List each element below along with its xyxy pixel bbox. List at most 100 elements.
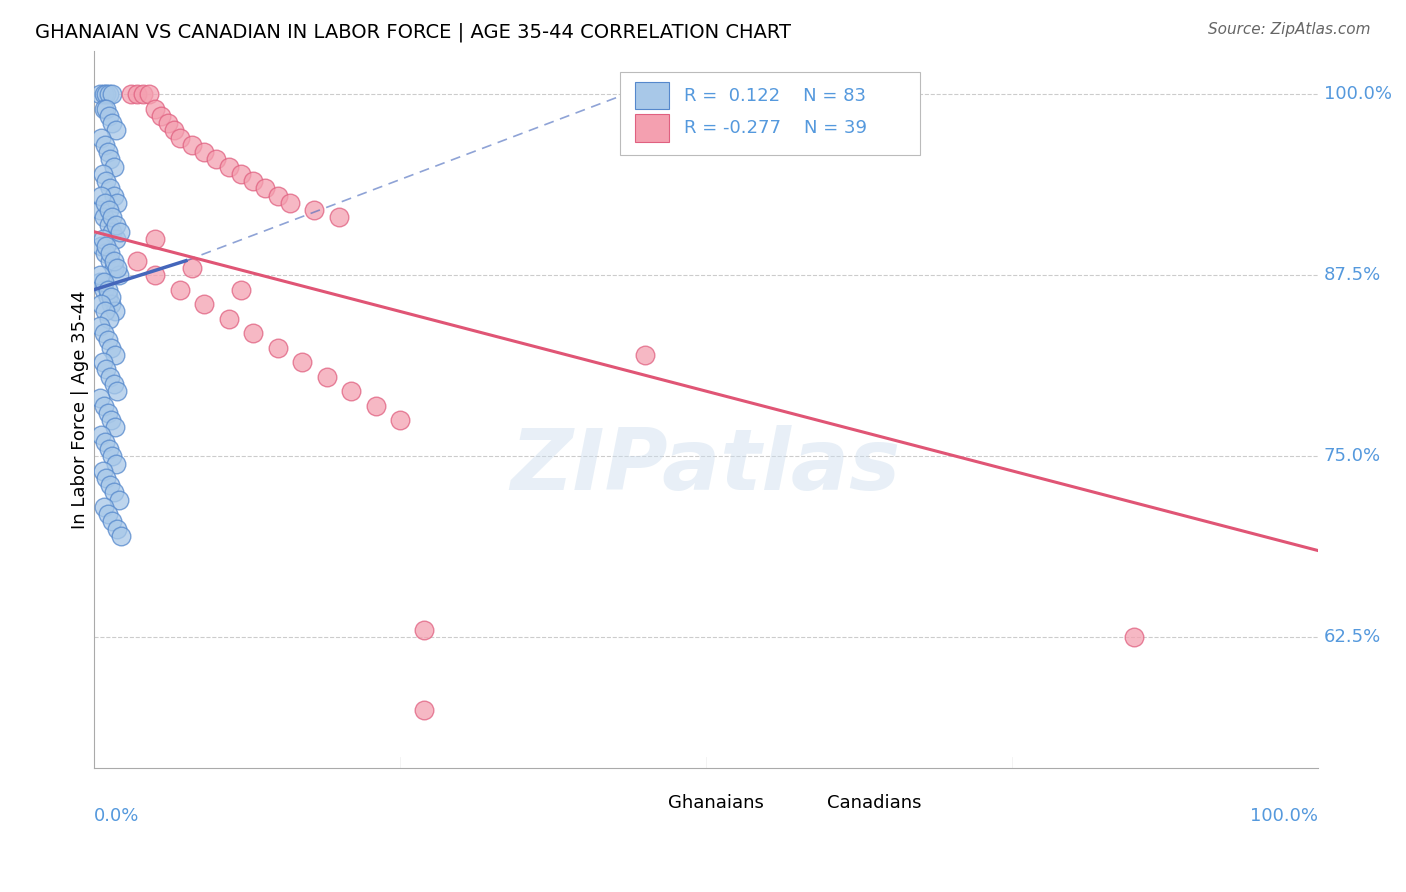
Point xyxy=(105,384,128,398)
Text: 75.0%: 75.0% xyxy=(1323,447,1381,466)
Point xyxy=(96,102,118,116)
Point xyxy=(97,290,120,304)
Point xyxy=(101,87,124,102)
Point xyxy=(97,202,120,217)
Point xyxy=(96,239,118,253)
Point xyxy=(218,160,240,174)
Point xyxy=(93,399,115,413)
Point xyxy=(104,304,127,318)
Point xyxy=(340,384,363,398)
Point xyxy=(103,160,125,174)
Text: GHANAIAN VS CANADIAN IN LABOR FORCE | AGE 35-44 CORRELATION CHART: GHANAIAN VS CANADIAN IN LABOR FORCE | AG… xyxy=(35,22,792,42)
Point xyxy=(156,116,179,130)
Point xyxy=(90,427,112,442)
Point xyxy=(143,102,166,116)
Point xyxy=(103,485,125,500)
Point xyxy=(89,392,111,406)
Point xyxy=(94,304,117,318)
Point xyxy=(138,87,160,102)
Point xyxy=(100,297,122,311)
Point xyxy=(97,442,120,456)
Point xyxy=(98,153,121,167)
Point xyxy=(107,492,129,507)
Point xyxy=(108,225,131,239)
Point xyxy=(96,87,118,102)
Point xyxy=(163,123,186,137)
Bar xyxy=(626,791,654,814)
Point xyxy=(413,703,436,717)
Point xyxy=(103,260,125,275)
Point xyxy=(105,123,128,137)
Point xyxy=(97,507,120,521)
Point xyxy=(101,116,124,130)
Point xyxy=(266,341,288,355)
Point xyxy=(98,246,121,260)
Point xyxy=(143,268,166,283)
Point xyxy=(97,283,120,297)
Point xyxy=(413,623,436,637)
Text: 87.5%: 87.5% xyxy=(1323,266,1381,285)
Text: 100.0%: 100.0% xyxy=(1323,85,1392,103)
Point xyxy=(91,355,114,369)
Y-axis label: In Labor Force | Age 35-44: In Labor Force | Age 35-44 xyxy=(72,290,89,528)
Point xyxy=(93,102,115,116)
Point xyxy=(1123,631,1146,645)
Point xyxy=(89,268,111,283)
Point xyxy=(90,188,112,202)
Point xyxy=(94,246,117,260)
Point xyxy=(98,369,121,384)
Point xyxy=(181,137,204,152)
Point xyxy=(97,334,120,348)
Point xyxy=(291,355,314,369)
Point xyxy=(100,413,122,427)
Point xyxy=(98,253,121,268)
Point xyxy=(315,369,337,384)
Point xyxy=(150,109,173,123)
Point xyxy=(101,211,124,225)
Point xyxy=(97,218,120,232)
Point xyxy=(254,181,277,195)
Point xyxy=(89,87,111,102)
Point xyxy=(107,268,129,283)
Point xyxy=(132,87,155,102)
Text: Source: ZipAtlas.com: Source: ZipAtlas.com xyxy=(1208,22,1371,37)
Point xyxy=(105,195,128,210)
Point xyxy=(100,290,122,304)
Point xyxy=(304,202,326,217)
Point xyxy=(90,239,112,253)
Point xyxy=(229,283,252,297)
Point xyxy=(169,130,191,145)
Point xyxy=(634,348,657,362)
Text: R =  0.122    N = 83: R = 0.122 N = 83 xyxy=(683,87,866,105)
Point xyxy=(388,413,411,427)
Point xyxy=(181,260,204,275)
Point xyxy=(101,515,124,529)
Point xyxy=(96,174,118,188)
Point xyxy=(93,276,115,290)
Point xyxy=(120,87,142,102)
Point xyxy=(89,318,111,333)
Point xyxy=(93,87,115,102)
Point xyxy=(278,195,301,210)
Point xyxy=(105,232,128,246)
Point xyxy=(242,174,264,188)
Bar xyxy=(786,791,813,814)
Point xyxy=(205,153,228,167)
Point xyxy=(218,311,240,326)
Point xyxy=(328,211,350,225)
Point xyxy=(97,109,120,123)
Point xyxy=(364,399,387,413)
Text: 100.0%: 100.0% xyxy=(1250,807,1317,825)
Point xyxy=(266,188,288,202)
Point xyxy=(125,253,148,268)
Point xyxy=(242,326,264,340)
Point xyxy=(101,225,124,239)
Point xyxy=(91,167,114,181)
Point xyxy=(143,232,166,246)
Point xyxy=(100,341,122,355)
Point xyxy=(96,362,118,376)
Point xyxy=(93,283,115,297)
Point xyxy=(89,202,111,217)
Point xyxy=(229,167,252,181)
Point xyxy=(93,500,115,514)
